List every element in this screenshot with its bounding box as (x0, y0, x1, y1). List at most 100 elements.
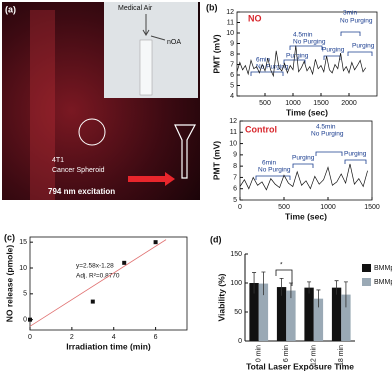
annotation: No Purging (311, 131, 344, 138)
x-tick-label: 6 (154, 334, 158, 341)
inset-label: Medical Air (118, 5, 153, 12)
annotation: No Purging (256, 64, 289, 71)
brackets (250, 31, 373, 286)
trace (239, 163, 368, 191)
bar (341, 294, 351, 341)
annotation: 4.5min (293, 32, 313, 39)
error-bar (261, 271, 266, 296)
bar (276, 287, 287, 341)
y-tick-label: 12 (229, 118, 237, 125)
x-tick-label: 12 min (311, 345, 318, 366)
bar (286, 290, 296, 341)
point (153, 240, 158, 245)
annotation: 6min (256, 57, 270, 64)
funnel (174, 124, 196, 179)
y-tick-label: 7 (233, 174, 237, 181)
bar (304, 287, 314, 341)
x-tick-label: 0 min (256, 345, 263, 362)
error-bar (307, 281, 312, 294)
y-tick-label: 6 (233, 186, 237, 193)
annotation: Purging (286, 53, 309, 60)
annotation: y=2.58x-1.28 (76, 263, 114, 270)
legend-swatch (362, 264, 371, 272)
vial (139, 39, 153, 96)
y-tick-label: 7 (230, 61, 234, 68)
error-bar (288, 282, 293, 299)
x-tick-label: 1500 (364, 204, 380, 211)
spheroid-label: Cancer Spheroid (52, 167, 105, 174)
photo-glow (30, 10, 55, 200)
x-axis-label: Time (sec) (286, 107, 328, 117)
excitation-label: 794 nm excitation (48, 187, 115, 196)
y-tick-label: 100 (230, 280, 242, 287)
y-tick-label: 9 (230, 40, 234, 47)
error-bar (334, 280, 339, 295)
y-axis-label: NO release (pmole) (4, 245, 14, 323)
x-tick-label: 1000 (285, 100, 301, 107)
error-bar (316, 289, 321, 308)
legend-label: BMMp⁺ (374, 279, 392, 286)
annotation: 4.5min (316, 124, 336, 131)
annotation: Purging (344, 151, 367, 158)
x-tick-label: 2 (70, 334, 74, 341)
panel-label: (a) (5, 4, 16, 14)
y-tick-label: 12 (226, 9, 234, 16)
y-tick-label: 8 (233, 163, 237, 170)
x-tick-label: 500 (278, 204, 290, 211)
laser-arrow (128, 172, 175, 186)
fit-line (29, 239, 167, 327)
x-tick-label: 500 (259, 100, 271, 107)
y-tick-label: 11 (227, 19, 234, 26)
legend-label: BMMp⁻ (374, 265, 392, 272)
error-bar (252, 272, 257, 294)
point (90, 299, 95, 304)
annotation: * (280, 262, 283, 269)
y-axis-label: PMT (mV) (211, 141, 221, 180)
panel-label: (d) (210, 234, 222, 244)
annotation: No Purging (340, 18, 373, 25)
annotation: No Purging (258, 167, 291, 174)
x-tick-label: 1000 (320, 204, 336, 211)
panel-label: (c) (4, 232, 15, 242)
plot-frame (29, 236, 188, 331)
annotation: Purging (292, 155, 315, 162)
bar (258, 283, 269, 341)
x-tick-label: 2000 (341, 100, 357, 107)
spheroid-label: 4T1 (52, 157, 64, 164)
x-tick-label: 18 min (338, 345, 345, 366)
legend-swatch (362, 278, 371, 286)
annotation: No Purging (293, 39, 326, 46)
bar (331, 287, 342, 341)
plot-frame (239, 120, 373, 201)
panel-label: (b) (206, 2, 218, 12)
y-tick-label: 10 (19, 265, 27, 272)
y-tick-label: 150 (230, 251, 242, 258)
y-tick-label: 8 (230, 51, 234, 58)
annotation: NO (248, 13, 262, 23)
x-tick-label: 4 (112, 334, 116, 341)
air-arrow (142, 14, 150, 36)
y-tick-label: 11 (230, 129, 237, 136)
y-tick-label: 5 (23, 291, 27, 298)
x-tick-label: 1500 (313, 100, 329, 107)
annotation: Control (245, 124, 277, 134)
x-axis-label: Irradiation time (min) (66, 341, 151, 351)
annotation: Adj. R²=0.8770 (76, 273, 120, 280)
point (28, 317, 32, 322)
y-tick-label: 4 (230, 93, 234, 100)
annotation: 6min (262, 160, 276, 167)
y-tick-label: 5 (230, 82, 234, 89)
error-bar (279, 277, 284, 296)
x-tick-label: 6 min (283, 345, 290, 362)
bar (313, 298, 324, 341)
x-tick-label: 0 (28, 334, 32, 341)
annotation: Purging (322, 47, 345, 54)
y-axis-label: PMT (mV) (211, 34, 221, 73)
y-axis-label: Viability (%) (216, 273, 226, 321)
x-axis-label: Time (sec) (285, 211, 327, 221)
error-bar (343, 281, 348, 308)
y-tick-label: 0 (23, 317, 27, 324)
noa-arrow (150, 35, 166, 41)
y-tick-label: 0 (238, 338, 242, 345)
